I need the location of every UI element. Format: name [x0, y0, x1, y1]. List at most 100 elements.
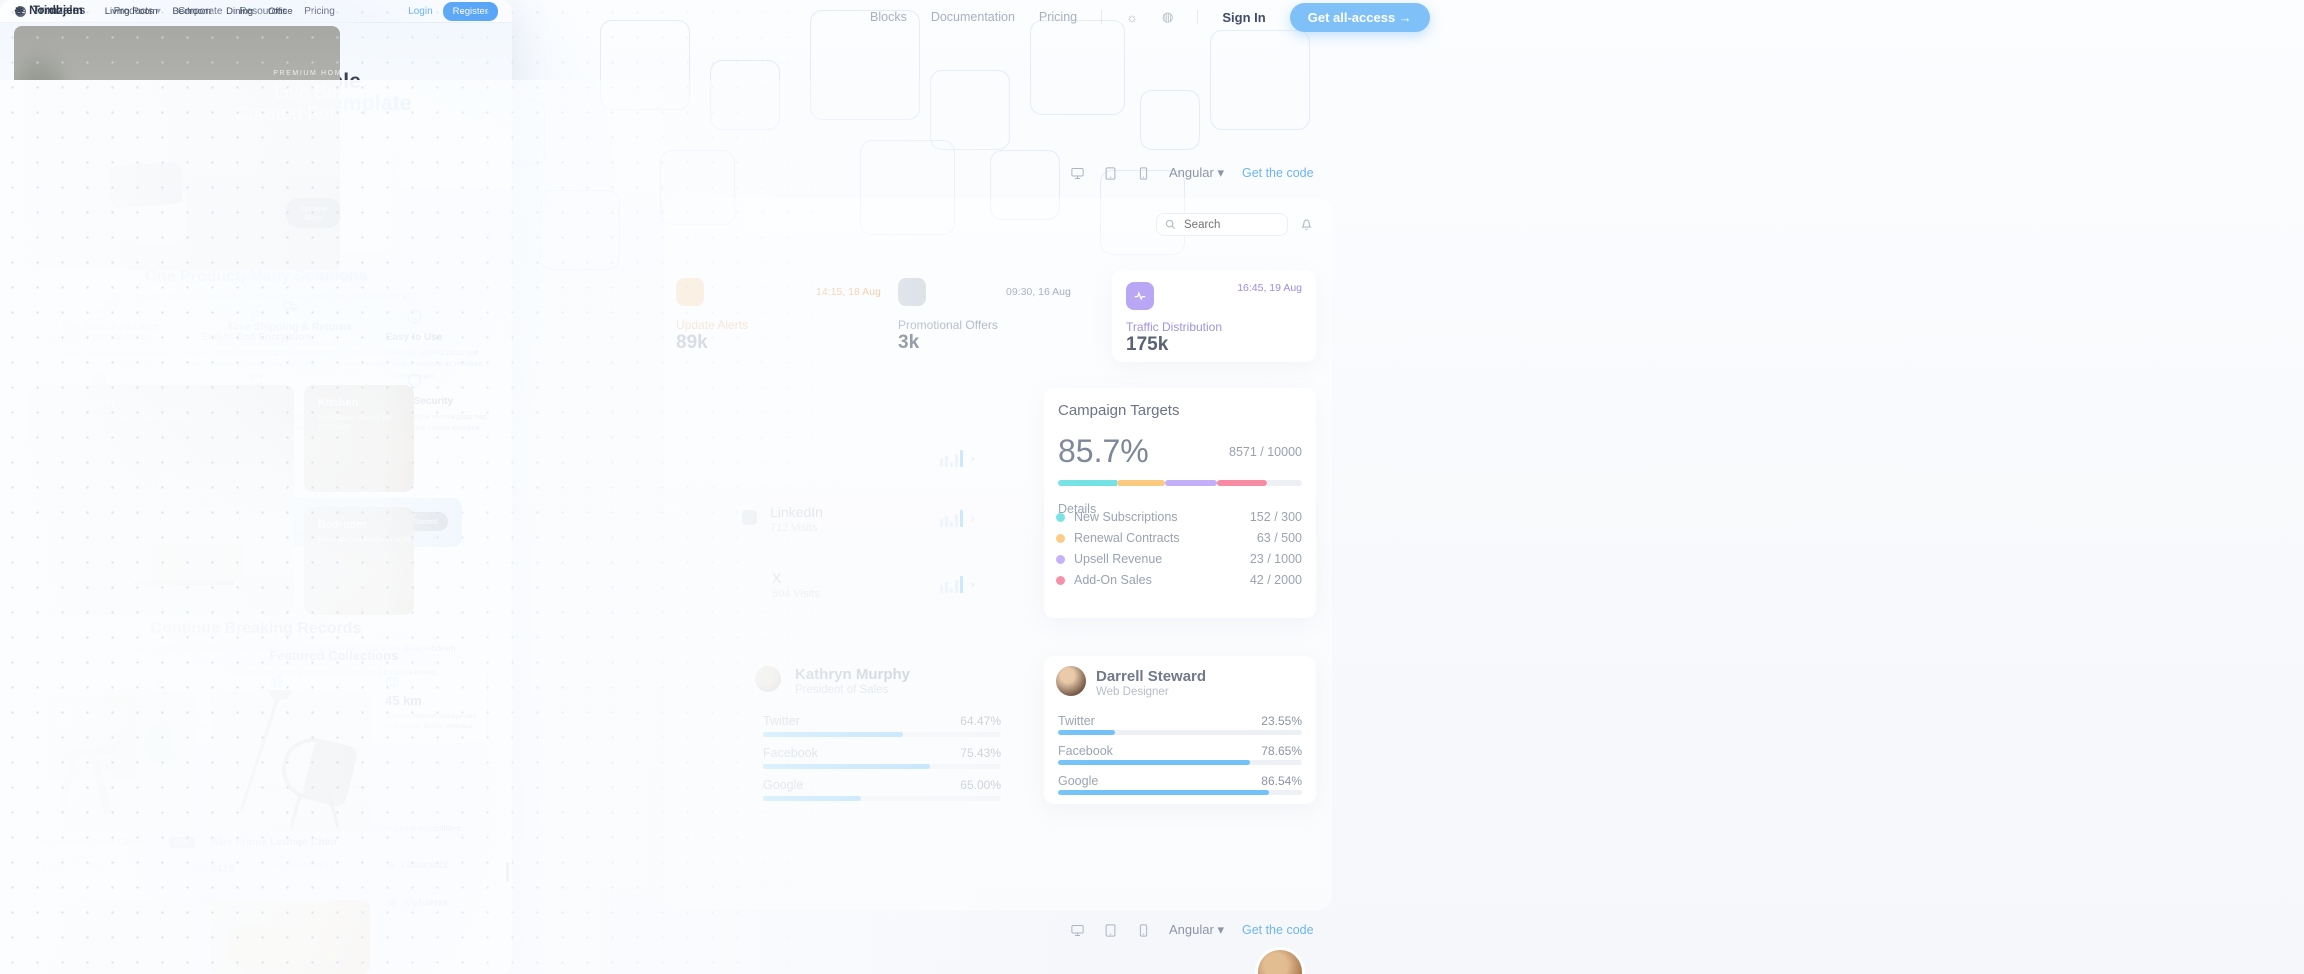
- list-item[interactable]: ›: [940, 576, 975, 593]
- top-navbar: Blocks Documentation Pricing ☼ ◍ Sign In…: [870, 0, 1430, 34]
- profile-role: Web Designer: [1096, 686, 1169, 698]
- stat-time: 09:30, 16 Aug: [1006, 286, 1071, 298]
- bg-square: [1030, 20, 1125, 115]
- avatar: [1056, 666, 1086, 696]
- brand-icon: ⨳: [388, 858, 396, 872]
- preview-toolbar-bottom: Angular ▾ Get the code: [1070, 922, 1314, 938]
- scrollbar-thumb[interactable]: [506, 862, 509, 882]
- map-icon: [386, 676, 398, 688]
- stat-label: Promotional Offers: [898, 318, 998, 332]
- brand-logo: ◔ Streamlinz: [270, 858, 334, 872]
- bar: [960, 450, 963, 467]
- campaign-ratio: 8571 / 10000: [1229, 444, 1302, 459]
- bg-square: [540, 190, 620, 270]
- get-all-access-button[interactable]: Get all-access →: [1289, 2, 1430, 32]
- bar: [955, 514, 958, 527]
- profile-role: President of Sales: [795, 684, 889, 696]
- list-item[interactable]: ›: [940, 510, 975, 527]
- bar: [960, 576, 963, 593]
- framework-select[interactable]: Angular ▾: [1169, 922, 1224, 937]
- desktop-icon[interactable]: [1070, 923, 1085, 938]
- bell-icon[interactable]: [1299, 217, 1314, 232]
- profile-name: Kathryn Murphy: [795, 666, 911, 683]
- bg-square: [710, 60, 780, 130]
- framework-select[interactable]: Angular ▾: [1169, 165, 1224, 180]
- records-title: Continue Breaking Records: [150, 620, 362, 637]
- search-icon: [1165, 219, 1176, 230]
- bg-square: [1210, 30, 1310, 130]
- legend-row: New Subscriptions 152 / 300: [1056, 510, 1302, 524]
- get-the-code-link[interactable]: Get the code: [1241, 166, 1314, 180]
- desktop-icon[interactable]: [1070, 166, 1085, 181]
- divider: [1197, 10, 1199, 24]
- nav-link-pricing[interactable]: Pricing: [1038, 10, 1078, 24]
- brand-icon: ≋: [155, 858, 166, 872]
- legend-dot: [1056, 533, 1065, 543]
- chart-icon: [156, 676, 168, 688]
- chevron-right-icon: ›: [971, 578, 975, 591]
- tablet-icon[interactable]: [1103, 923, 1118, 938]
- brand-icon: ✺: [387, 896, 398, 910]
- brand-logo: ⨳ Limerantz: [388, 858, 448, 872]
- bar: [955, 454, 958, 467]
- mobile-icon[interactable]: [1136, 166, 1151, 181]
- avatar: [755, 666, 781, 692]
- social-visits: 504 Visits: [772, 588, 820, 600]
- mobile-icon[interactable]: [1136, 923, 1151, 938]
- stat-value: 3k: [898, 332, 920, 353]
- stat-label: Traffic Distribution: [1126, 320, 1223, 334]
- legend-dot: [1056, 554, 1065, 564]
- users-icon: [41, 677, 53, 687]
- brand-logo: ✺ AlphaHex: [387, 896, 449, 910]
- bar: [945, 582, 948, 593]
- stat-value: 89k: [676, 332, 708, 353]
- list-item[interactable]: ›: [940, 450, 975, 467]
- bg-square: [600, 20, 690, 110]
- legend-dot: [1056, 575, 1065, 585]
- smile-icon: [406, 309, 422, 324]
- linkedin-icon: [742, 510, 757, 525]
- stat-distance: 45 km Nostrum laborum sed aperiam quia do…: [385, 675, 489, 732]
- social-name: LinkedIn: [770, 504, 823, 520]
- preview-toolbar: Angular ▾ Get the code: [1070, 165, 1314, 181]
- mini-bar-chart: [940, 576, 963, 593]
- campaign-percent: 85.7%: [1058, 433, 1149, 469]
- bar: [950, 522, 953, 527]
- chevron-right-icon: ›: [971, 512, 975, 525]
- social-visits: 712 Visits: [770, 522, 818, 534]
- bg-square: [930, 70, 1010, 150]
- stat-card-traffic[interactable]: 16:45, 19 Aug Traffic Distribution 175k: [1112, 270, 1316, 362]
- legend-row: Add-On Sales 42 / 2000: [1056, 573, 1302, 587]
- stat-card-alerts[interactable]: 14:15, 18 Aug Update Alerts 89k: [676, 278, 881, 354]
- bar: [955, 580, 958, 593]
- bar: [950, 462, 953, 467]
- stat-card-promotional[interactable]: 09:30, 16 Aug Promotional Offers 3k: [898, 278, 1078, 354]
- nav-link-documentation[interactable]: Documentation: [930, 10, 1015, 24]
- dashboard-search: [1156, 213, 1288, 236]
- stat-label: Update Alerts: [676, 318, 749, 332]
- chevron-right-icon: ›: [971, 452, 975, 465]
- bar: [945, 456, 948, 467]
- stat-time: 14:15, 18 Aug: [816, 286, 881, 298]
- nav-link-blocks[interactable]: Blocks: [870, 10, 907, 24]
- globe-icon: [271, 676, 283, 688]
- search-input[interactable]: [1182, 217, 1272, 232]
- profile-name: Darrell Steward: [1096, 668, 1207, 685]
- bar: [945, 516, 948, 527]
- sign-in-link[interactable]: Sign In: [1222, 9, 1266, 25]
- bar: [940, 519, 943, 527]
- solutions-title: One Product, Many Solutions: [144, 268, 368, 285]
- bg-square: [1140, 90, 1200, 150]
- bar: [950, 588, 953, 593]
- campaign-progress-bar: [1058, 480, 1302, 486]
- get-the-code-link[interactable]: Get the code: [1241, 923, 1314, 937]
- tablet-icon[interactable]: [1103, 166, 1118, 181]
- social-name: X: [772, 570, 782, 586]
- github-icon[interactable]: ◍: [1162, 9, 1174, 24]
- legend-row: Renewal Contracts 63 / 500: [1056, 531, 1302, 545]
- theme-icon[interactable]: ☼: [1126, 9, 1139, 25]
- brand-icon: ◔: [270, 858, 278, 872]
- avatar: [1258, 950, 1302, 974]
- divider: [1101, 10, 1103, 24]
